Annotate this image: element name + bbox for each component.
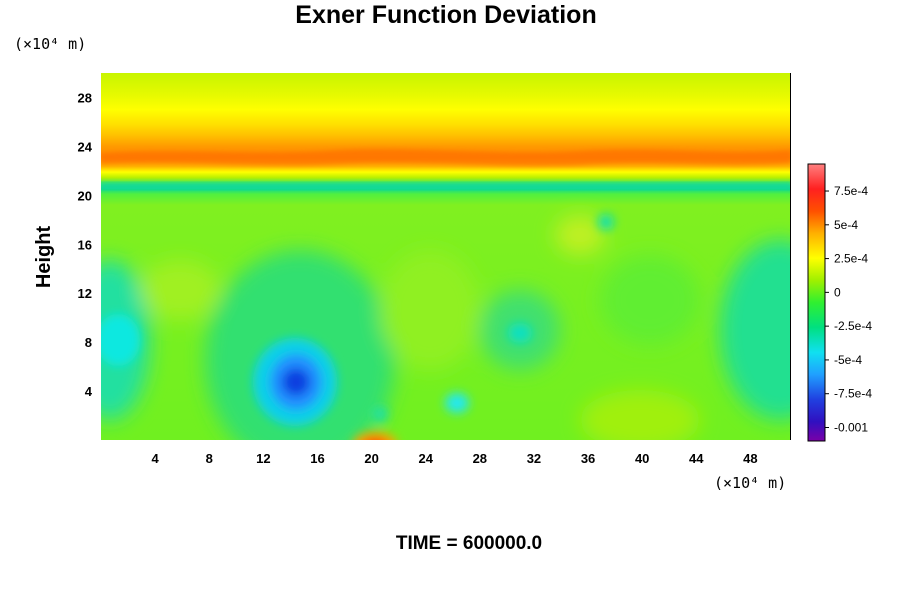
colorbar-tick-label: 7.5e-4	[834, 184, 868, 198]
colorbar-tick-label: -0.001	[834, 420, 868, 434]
x-tick-label: 44	[689, 451, 704, 466]
y-tick-label: 16	[78, 237, 92, 252]
time-label: TIME = 600000.0	[396, 533, 542, 554]
field-extrema	[101, 214, 614, 440]
x-tick-label: 16	[310, 451, 324, 466]
x-tick-label: 8	[206, 451, 213, 466]
x-tick-label: 28	[473, 451, 487, 466]
y-tick-label: 28	[78, 90, 92, 105]
y-tick-label: 24	[78, 139, 93, 154]
colorbar-tick-label: -7.5e-4	[834, 387, 872, 401]
y-axis-ticks: 4 8 12 16 20 24 28	[78, 90, 93, 399]
colorbar-ticks: 7.5e-4 5e-4 2.5e-4 0 -2.5e-4 -5e-4 -7.5e-4 -0.0…	[825, 184, 872, 434]
x-tick-label: 36	[581, 451, 595, 466]
y-tick-label: 12	[78, 286, 92, 301]
colorbar-tick-label: -5e-4	[834, 353, 862, 367]
y-unit-label: (×10⁴ m)	[14, 35, 86, 53]
x-axis-ticks: 4 8 12 16 20 24 28 32 36 40 44 48	[152, 451, 758, 466]
y-tick-label: 8	[85, 335, 92, 350]
x-tick-label: 4	[152, 451, 160, 466]
x-tick-label: 48	[743, 451, 757, 466]
plot-area	[101, 73, 791, 440]
x-tick-label: 32	[527, 451, 541, 466]
y-tick-label: 4	[85, 384, 93, 399]
colorbar-tick-label: 5e-4	[834, 218, 858, 232]
y-tick-label: 20	[78, 188, 92, 203]
y-axis-label: Height	[33, 226, 55, 289]
colorbar-tick-label: -2.5e-4	[834, 319, 872, 333]
field-patches	[101, 215, 791, 440]
colorbar-tick-label: 0	[834, 285, 841, 299]
colorbar-tick-label: 2.5e-4	[834, 252, 868, 266]
x-unit-label: (×10⁴ m)	[714, 474, 786, 492]
x-tick-label: 20	[364, 451, 378, 466]
field-band-core	[101, 149, 791, 166]
colorbar: 7.5e-4 5e-4 2.5e-4 0 -2.5e-4 -5e-4 -7.5e-4 -0.0…	[807, 163, 872, 442]
field-cool-line	[101, 183, 791, 189]
chart-title: Exner Function Deviation	[295, 1, 596, 29]
x-tick-label: 12	[256, 451, 270, 466]
x-tick-label: 24	[418, 451, 433, 466]
x-tick-label: 40	[635, 451, 649, 466]
colorbar-ramp	[807, 163, 826, 442]
